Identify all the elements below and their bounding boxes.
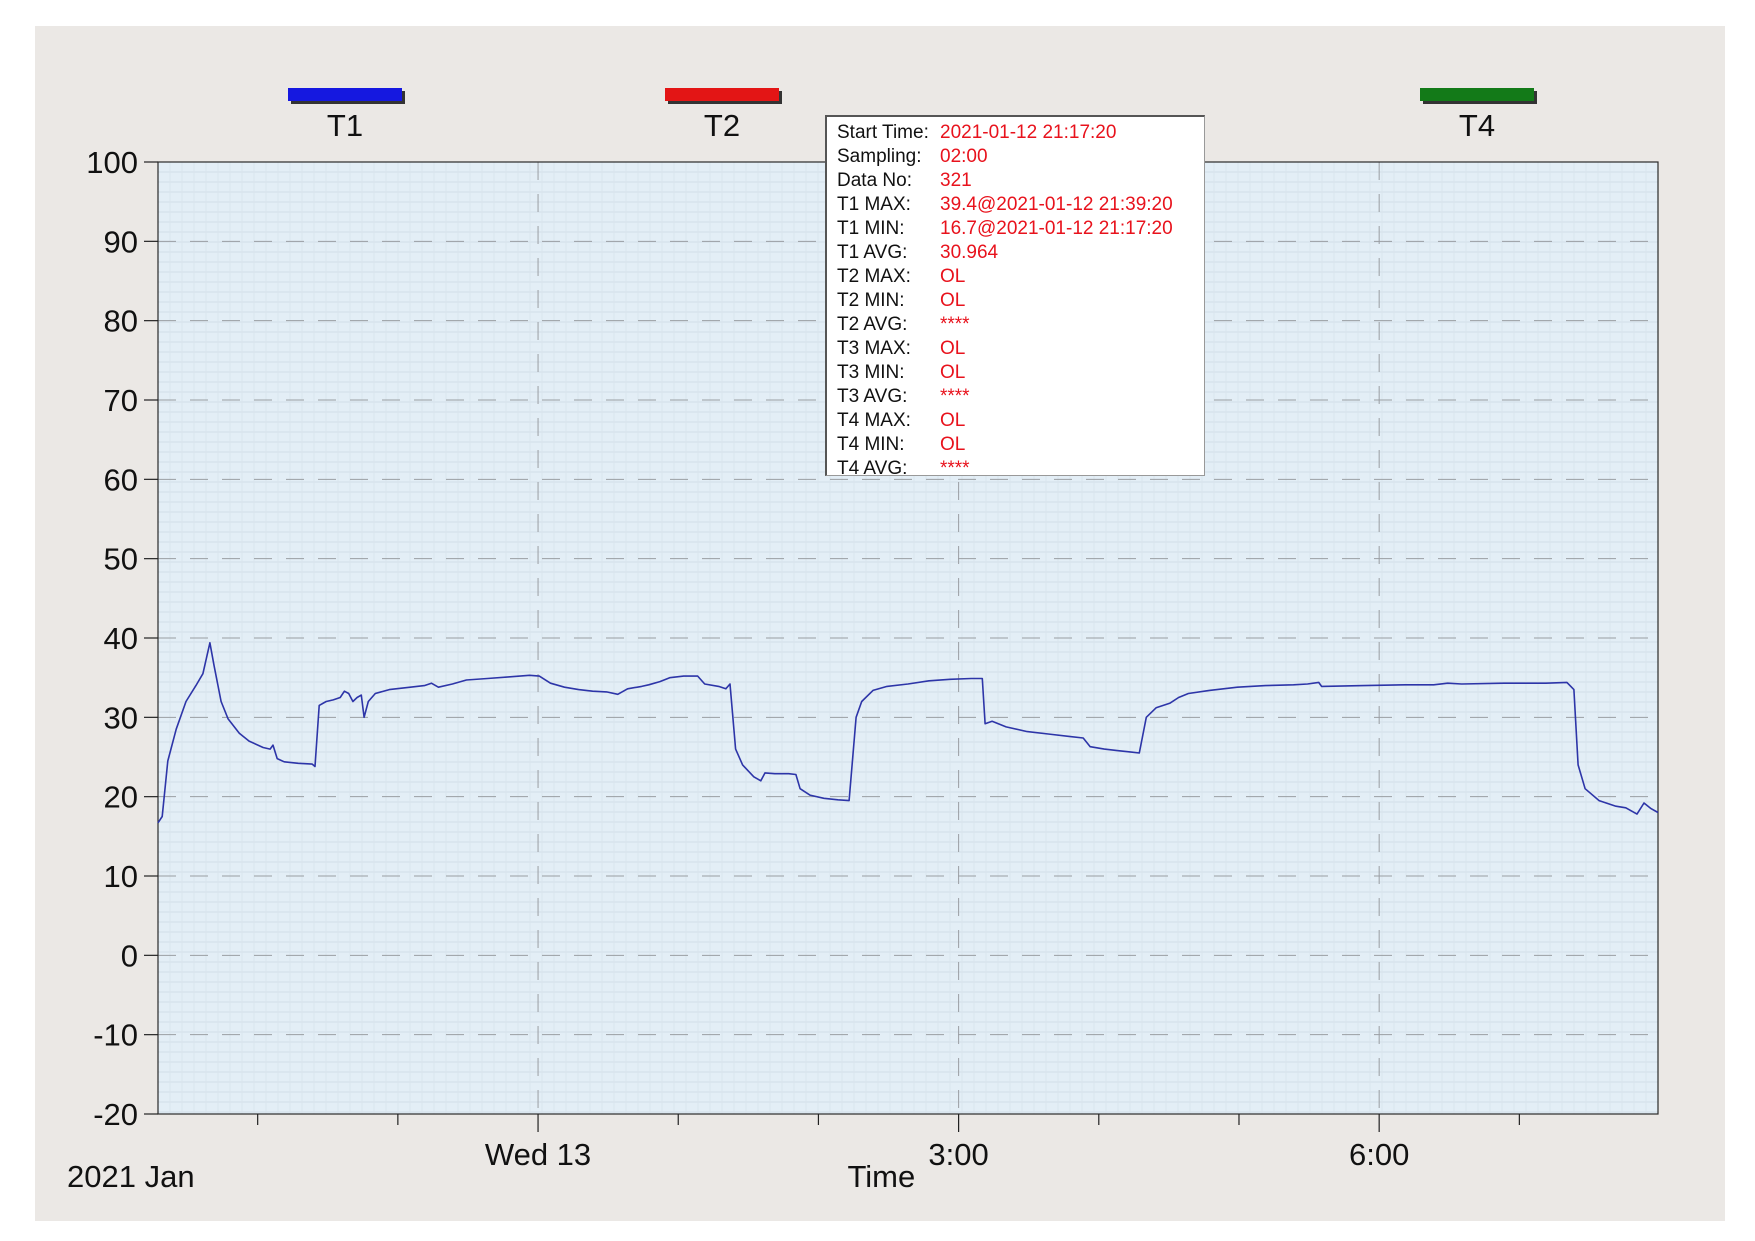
y-tick-label: 0 — [121, 938, 138, 973]
y-tick-label: -20 — [93, 1097, 138, 1132]
y-tick-label: 100 — [86, 145, 138, 180]
info-label: T2 MIN: — [837, 290, 905, 311]
y-tick-label: 30 — [104, 700, 138, 735]
info-row: T2 MIN: OL — [837, 289, 1204, 313]
info-label: T3 MIN: — [837, 362, 905, 383]
info-row: T1 AVG: 30.964 — [837, 241, 1204, 265]
y-tick-label: 40 — [104, 621, 138, 656]
y-tick-label: 90 — [104, 224, 138, 259]
info-value: 321 — [940, 170, 972, 191]
info-label: Sampling: — [837, 146, 922, 167]
x-tick-label: Wed 13 — [485, 1137, 591, 1172]
x-date-label: 2021 Jan — [67, 1159, 195, 1194]
chart-frame: -20 -10 0 10 20 30 40 50 60 70 80 90 100 Wed 13 3:00 6:… — [35, 26, 1725, 1221]
info-value: OL — [940, 266, 966, 287]
legend-label-t1: T1 — [327, 108, 363, 143]
info-row: T3 AVG: **** — [837, 385, 1204, 409]
info-row: Start Time: 2021-01-12 21:17:20 — [837, 121, 1204, 145]
legend-swatch-t4 — [1420, 88, 1534, 101]
info-value: **** — [940, 386, 970, 407]
info-value: OL — [940, 362, 966, 383]
legend-label-t2: T2 — [704, 108, 740, 143]
y-tick-label: 60 — [104, 462, 138, 497]
y-tick-label: 80 — [104, 304, 138, 339]
info-label: T4 MIN: — [837, 434, 905, 455]
info-row: T3 MIN: OL — [837, 361, 1204, 385]
info-label: Start Time: — [837, 122, 929, 143]
info-value: 16.7@2021-01-12 21:17:20 — [940, 218, 1173, 239]
info-label: Data No: — [837, 170, 912, 191]
info-value: OL — [940, 410, 966, 431]
info-value: **** — [940, 314, 970, 335]
x-tick-label: 6:00 — [1349, 1137, 1409, 1172]
info-label: T4 MAX: — [837, 410, 911, 431]
info-value: 30.964 — [940, 242, 999, 263]
y-tick-label: 50 — [104, 542, 138, 577]
info-label: T4 AVG: — [837, 458, 908, 479]
info-label: T3 MAX: — [837, 338, 911, 359]
info-label: T2 AVG: — [837, 314, 908, 335]
info-label: T1 MAX: — [837, 194, 911, 215]
info-value: 39.4@2021-01-12 21:39:20 — [940, 194, 1173, 215]
info-row: T3 MAX: OL — [837, 337, 1204, 361]
y-tick-label: 10 — [104, 859, 138, 894]
series-line-t1 — [157, 641, 1659, 824]
info-label: T3 AVG: — [837, 386, 908, 407]
info-value: OL — [940, 290, 966, 311]
legend-label-t4: T4 — [1459, 108, 1495, 143]
info-value: OL — [940, 338, 966, 359]
info-value: 02:00 — [940, 146, 988, 167]
info-row: T2 MAX: OL — [837, 265, 1204, 289]
info-row: T1 MAX: 39.4@2021-01-12 21:39:20 — [837, 193, 1204, 217]
info-value: 2021-01-12 21:17:20 — [940, 122, 1117, 143]
info-row: Sampling: 02:00 — [837, 145, 1204, 169]
y-tick-label: -10 — [93, 1018, 138, 1053]
info-row: T4 MIN: OL — [837, 433, 1204, 457]
info-label: T2 MAX: — [837, 266, 911, 287]
x-tick-label: 3:00 — [928, 1137, 988, 1172]
legend-swatch-t1 — [288, 88, 402, 101]
y-tick-label: 70 — [104, 383, 138, 418]
info-row: Data No: 321 — [837, 169, 1204, 193]
statistics-rows: Start Time: 2021-01-12 21:17:20 Sampling: 0… — [837, 121, 1204, 481]
statistics-info-box: Start Time: 2021-01-12 21:17:20 Sampling: 0… — [825, 115, 1205, 479]
x-axis-title: Time — [847, 1159, 915, 1194]
info-row: T2 AVG: **** — [837, 313, 1204, 337]
info-label: T1 MIN: — [837, 218, 905, 239]
info-label: T1 AVG: — [837, 242, 908, 263]
info-row: T1 MIN: 16.7@2021-01-12 21:17:20 — [837, 217, 1204, 241]
y-tick-label: 20 — [104, 780, 138, 815]
info-value: OL — [940, 434, 966, 455]
info-value: **** — [940, 458, 970, 479]
info-row: T4 AVG: **** — [837, 457, 1204, 481]
legend-swatch-t2 — [665, 88, 779, 101]
info-row: T4 MAX: OL — [837, 409, 1204, 433]
